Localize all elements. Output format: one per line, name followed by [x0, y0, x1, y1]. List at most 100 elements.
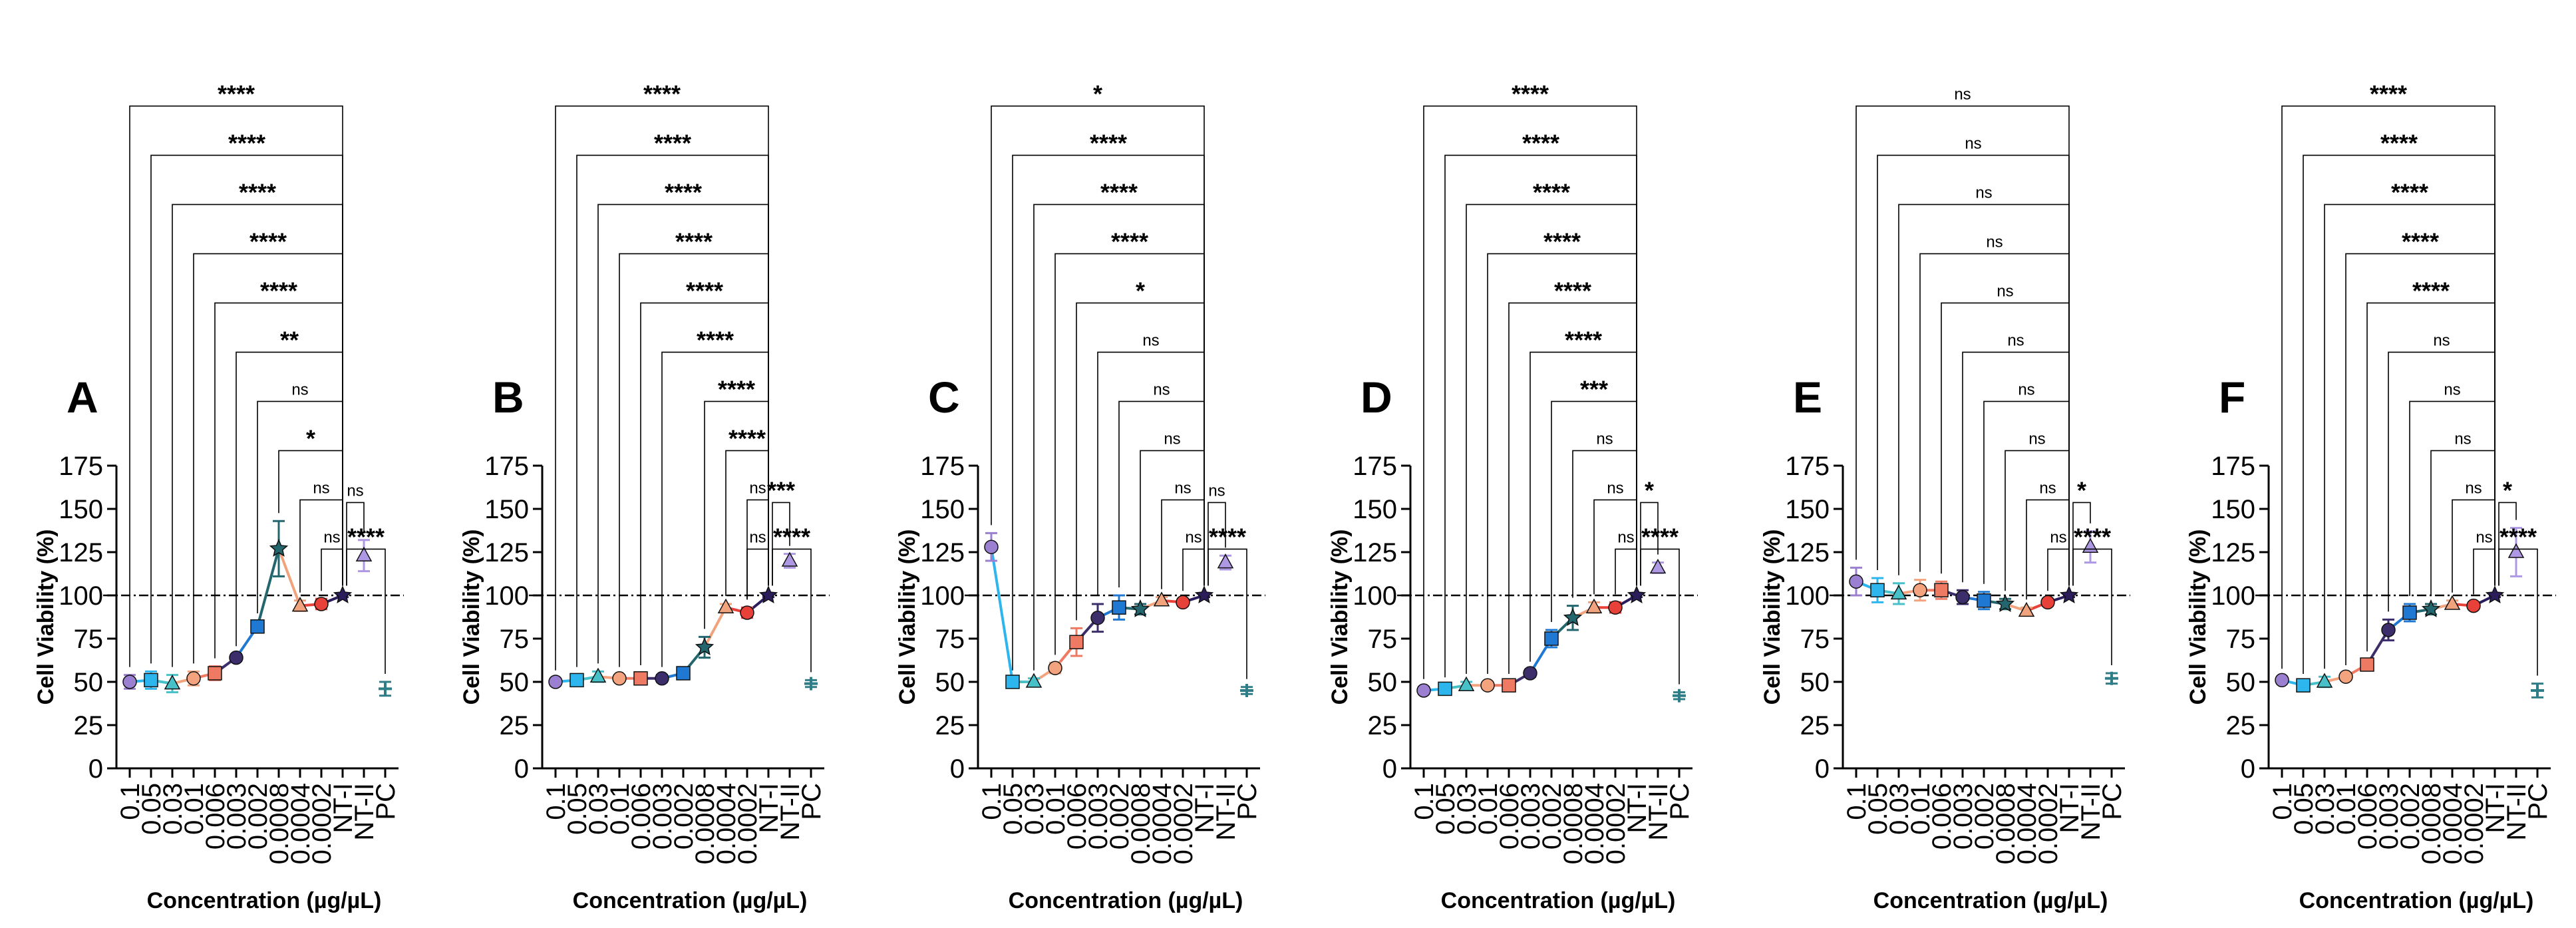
y-tick-label: 150 [1353, 495, 1397, 524]
data-point [2531, 684, 2544, 697]
x-tick-label: PC [2098, 783, 2127, 820]
significance-label: * [2503, 476, 2512, 504]
data-point [1130, 599, 1150, 617]
data-point [612, 671, 627, 686]
data-point [1673, 689, 1686, 702]
x-tick-label: 0.0004 [2438, 783, 2468, 864]
significance-bracket [576, 154, 769, 667]
y-tick-label: 0 [1382, 754, 1397, 784]
x-tick-label: 0.03 [584, 783, 613, 835]
y-tick-label: 100 [484, 581, 529, 611]
significance-bracket [746, 548, 769, 600]
data-point [1563, 607, 1583, 626]
significance-label: ns [1185, 528, 1202, 546]
significance-bracket [772, 548, 812, 673]
chart-panel-c: C 0 25 50 75 100 125 150 175 0.10.050.030.010.006… [895, 80, 1265, 913]
significance-label: *** [767, 476, 795, 504]
y-axis-title: Cell Viability (%) [2185, 530, 2211, 705]
y-tick-label: 0 [514, 754, 529, 784]
data-point [633, 671, 648, 686]
x-tick-label: 0.003 [2374, 783, 2404, 850]
panel-letter: C [928, 373, 960, 422]
x-tick-label: 0.03 [1885, 783, 1914, 835]
x-tick-label: 0.0008 [1559, 783, 1588, 864]
significance-label: **** [347, 523, 385, 550]
data-point [1955, 589, 1970, 605]
x-tick-label: 0.01 [605, 783, 635, 835]
significance-label: **** [218, 80, 255, 107]
data-point [781, 551, 798, 567]
x-tick-label: 0.003 [1516, 783, 1545, 850]
significance-bracket [1919, 253, 2070, 586]
panel-letter: F [2219, 373, 2245, 422]
y-tick-label: 25 [2226, 711, 2256, 740]
x-tick-label: 0.0008 [265, 783, 294, 864]
data-point [250, 619, 265, 634]
data-point [229, 650, 243, 665]
y-tick-label: 25 [1368, 711, 1398, 740]
y-tick-label: 50 [1800, 668, 1830, 697]
x-tick-label: 0.0004 [286, 783, 315, 864]
significance-bracket [772, 502, 790, 586]
significance-bracket [1208, 502, 1226, 586]
x-axis-title: Concentration (µg/µL) [1009, 888, 1243, 913]
significance-label: ns [1954, 85, 1971, 103]
significance-label: ns [323, 528, 340, 546]
x-tick-label: NT-I [754, 783, 784, 834]
significance-bracket [1097, 351, 1205, 596]
data-point [355, 546, 373, 561]
x-tick-label: 0.1 [1842, 783, 1871, 820]
significance-label: * [1093, 80, 1102, 107]
significance-label: **** [2412, 277, 2450, 304]
data-point [144, 673, 158, 688]
chart-panel-a: A 0 25 50 75 100 125 150 175 0.10.050.030.010.006… [33, 80, 404, 913]
data-point [314, 597, 329, 611]
x-tick-label: 0.003 [1949, 783, 1978, 850]
data-point [548, 675, 563, 689]
significance-label: **** [773, 523, 810, 550]
y-tick-label: 150 [484, 495, 529, 524]
data-point [1005, 675, 1020, 689]
y-tick-label: 150 [2211, 495, 2255, 524]
y-axis-title: Cell Viability (%) [1760, 530, 1785, 705]
significance-label: ns [749, 528, 766, 546]
x-tick-label: NT-II [1644, 783, 1673, 841]
series-segment [256, 548, 280, 627]
significance-bracket [1012, 154, 1205, 671]
x-tick-label: 0.002 [1105, 783, 1134, 850]
significance-bracket [619, 253, 769, 667]
significance-bracket [2072, 502, 2091, 586]
significance-bracket [2498, 548, 2538, 676]
y-tick-label: 125 [484, 538, 529, 567]
data-point [2040, 595, 2055, 610]
x-tick-label: 0.03 [2311, 783, 2340, 835]
data-point [984, 540, 999, 554]
x-tick-label: 0.006 [201, 783, 230, 850]
data-point [1585, 598, 1603, 613]
data-point [676, 666, 691, 681]
data-point [208, 666, 222, 681]
x-tick-label: 0.1 [1410, 783, 1439, 820]
x-tick-label: 0.0002 [733, 783, 762, 864]
significance-label: * [2077, 476, 2086, 504]
significance-bracket [1962, 351, 2070, 586]
x-tick-label: 0.002 [1537, 783, 1567, 850]
data-point [1849, 574, 1863, 589]
significance-bracket [746, 499, 769, 600]
x-tick-label: 0.0008 [1991, 783, 2020, 864]
y-tick-label: 150 [59, 495, 103, 524]
significance-label: **** [2391, 178, 2428, 206]
data-point [2316, 673, 2333, 688]
significance-bracket [2430, 450, 2496, 596]
significance-label: ns [1617, 528, 1634, 546]
significance-bracket [1572, 450, 1637, 598]
data-point [2018, 601, 2035, 617]
panel-letter: E [1793, 373, 1822, 422]
significance-bracket [150, 154, 343, 664]
x-tick-label: NT-II [1211, 783, 1241, 841]
significance-bracket [2026, 499, 2070, 600]
significance-label: **** [249, 228, 287, 255]
significance-bracket [1161, 499, 1205, 589]
significance-label: **** [2370, 80, 2407, 107]
